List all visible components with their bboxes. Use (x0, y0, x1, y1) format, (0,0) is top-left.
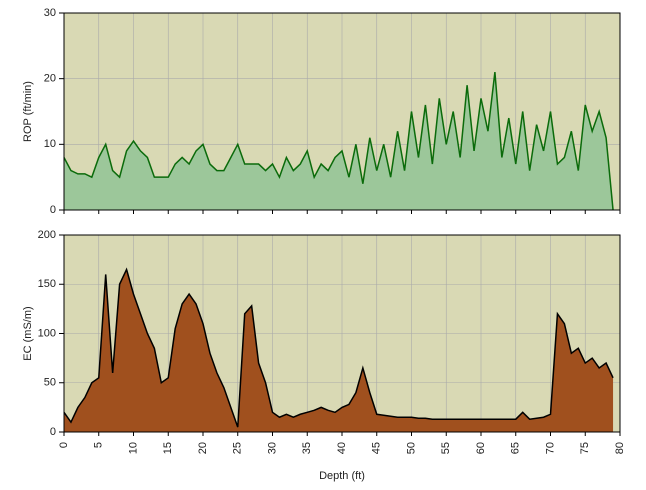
y-axis-label: EC (mS/m) (22, 306, 34, 360)
x-tick-label: 65 (510, 442, 522, 454)
x-tick-label: 35 (301, 442, 313, 454)
area-line (63, 267, 614, 428)
x-tick-label: 30 (266, 442, 278, 454)
y-tick-label: 0 (50, 204, 56, 216)
y-tick-label: 0 (50, 426, 56, 438)
y-tick-label: 100 (38, 327, 56, 339)
x-tick-label: 75 (579, 442, 591, 454)
x-tick-label: 40 (336, 442, 348, 454)
x-tick-label: 25 (232, 442, 244, 454)
y-tick-label: 10 (44, 138, 56, 150)
area-fill (64, 269, 614, 432)
x-tick-label: 70 (544, 442, 556, 454)
x-tick-label: 15 (162, 442, 174, 454)
y-axis-label: ROP (ft/min) (22, 81, 34, 142)
y-tick-label: 50 (44, 377, 56, 389)
x-tick-label: 50 (405, 442, 417, 454)
x-tick-label: 5 (93, 442, 105, 448)
y-tick-label: 200 (38, 229, 56, 241)
x-tick-label: 55 (440, 442, 452, 454)
area-line (63, 72, 614, 211)
y-tick-label: 150 (38, 278, 56, 290)
y-tick-label: 30 (44, 7, 56, 19)
x-tick-label: 80 (614, 442, 626, 454)
y-tick-label: 20 (44, 73, 56, 85)
x-tick-label: 10 (127, 442, 139, 454)
x-axis-label: Depth (ft) (319, 470, 365, 482)
x-tick-label: 20 (197, 442, 209, 454)
area-fill (64, 72, 614, 210)
x-tick-label: 0 (58, 442, 70, 448)
x-tick-label: 45 (371, 442, 383, 454)
x-tick-label: 60 (475, 442, 487, 454)
